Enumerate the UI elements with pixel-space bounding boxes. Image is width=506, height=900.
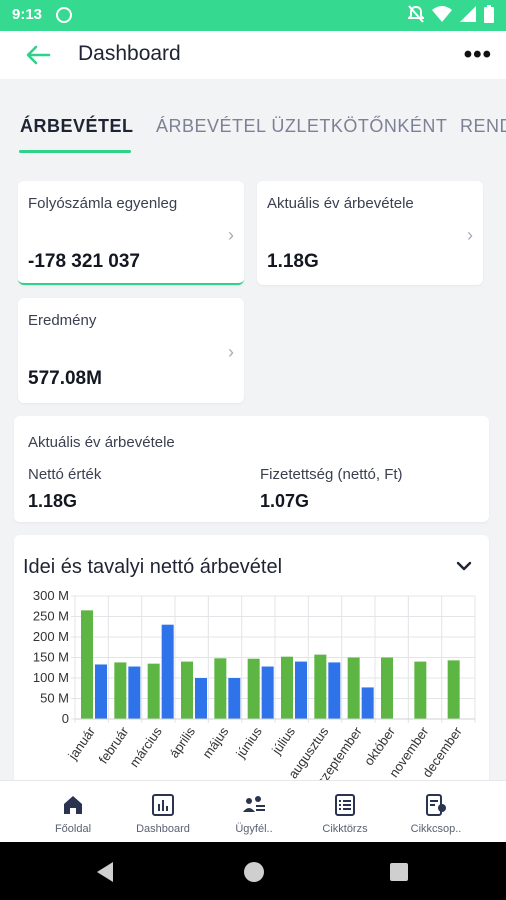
card-eredmeny[interactable]: Eredmény › 577.08M: [18, 298, 244, 403]
status-time: 9:13: [12, 6, 43, 23]
nav-cikkcsoport[interactable]: Cikkcsop..: [388, 781, 484, 843]
bar-tavalyi: [261, 666, 274, 719]
clients-icon: [243, 796, 265, 812]
bar-idei: [81, 610, 93, 719]
list-icon: [335, 794, 355, 816]
x-tick-label: január: [65, 724, 99, 764]
chevron-right-icon: ›: [467, 225, 473, 245]
active-tab-indicator: [19, 150, 131, 153]
status-bar: 9:13: [0, 0, 506, 31]
bar-tavalyi: [228, 678, 241, 719]
bar-idei: [447, 660, 460, 719]
bar-idei: [147, 663, 160, 719]
card-aktualis-ev[interactable]: Aktuális év árbevétele › 1.18G: [257, 181, 483, 285]
chart-card: Idei és tavalyi nettó árbevétel 0 50 M 100…: [14, 535, 489, 785]
paid-label: Fizetettség (nettó, Ft): [260, 466, 403, 483]
bar-idei: [214, 658, 227, 719]
x-tick-label: május: [199, 724, 231, 761]
y-tick-label: 200 M: [33, 629, 69, 644]
app-notification-icon: [56, 7, 72, 23]
nav-label: Cikkcsop..: [410, 823, 462, 835]
bar-tavalyi: [361, 687, 374, 719]
chevron-down-icon[interactable]: [455, 559, 473, 573]
bar-tavalyi: [128, 666, 141, 719]
bar-idei: [414, 661, 427, 719]
tab-rend[interactable]: REND: [460, 116, 506, 136]
nav-label: Cikktörzs: [322, 823, 368, 835]
bar-idei: [281, 656, 293, 719]
nav-label: Főoldal: [54, 823, 92, 835]
recents-icon[interactable]: [389, 862, 409, 882]
bottom-navigation: Főoldal Dashboard Ügyfél.. Cikktörzs Cik…: [0, 780, 506, 842]
nav-label: Ügyfél..: [235, 823, 273, 835]
card-value: -178 321 037: [28, 251, 140, 272]
card-label: Eredmény: [28, 312, 97, 329]
bar-idei: [114, 662, 127, 719]
tab-arbevetel[interactable]: ÁRBEVÉTEL: [20, 116, 134, 136]
bar-chart-icon: [152, 794, 174, 816]
wifi-icon: [432, 6, 452, 22]
y-tick-label: 250 M: [33, 609, 69, 624]
x-tick-label: április: [166, 724, 198, 761]
nav-cikktorzs[interactable]: Cikktörzs: [297, 781, 393, 843]
bar-idei: [381, 657, 393, 719]
status-icons: [408, 5, 494, 23]
chevron-right-icon: ›: [228, 342, 234, 362]
battery-icon: [484, 5, 494, 23]
bar-tavalyi: [161, 624, 174, 719]
bar-idei: [247, 658, 260, 719]
signal-icon: [460, 6, 476, 22]
chart-title: Idei és tavalyi nettó árbevétel: [23, 556, 283, 578]
y-tick-label: 50 M: [40, 691, 69, 706]
nav-dashboard[interactable]: Dashboard: [115, 781, 211, 843]
y-tick-label: 300 M: [33, 588, 69, 603]
card-folyoszamla[interactable]: Folyószámla egyenleg › -178 321 037: [18, 181, 244, 285]
card-label: Folyószámla egyenleg: [28, 195, 178, 212]
nav-fooldal[interactable]: Főoldal: [25, 781, 121, 843]
x-tick-label: július: [268, 724, 298, 758]
app-bar: Dashboard •••: [0, 31, 506, 79]
back-icon[interactable]: [95, 861, 115, 883]
y-tick-label: 150 M: [33, 650, 69, 665]
bar-tavalyi: [328, 662, 341, 719]
summary-card: Aktuális év árbevétele Nettó érték 1.18G…: [14, 416, 489, 522]
home-button-icon[interactable]: [243, 861, 265, 883]
system-navigation-bar: [0, 842, 506, 900]
bar-tavalyi: [195, 678, 207, 719]
nav-ugyfel[interactable]: Ügyfél..: [206, 781, 302, 843]
bar-idei: [347, 657, 360, 719]
chevron-right-icon: ›: [228, 225, 234, 245]
bar-idei: [314, 654, 327, 719]
mute-icon: [408, 5, 424, 23]
y-tick-label: 0: [62, 711, 69, 726]
net-value-label: Nettó érték: [28, 466, 102, 483]
nav-label: Dashboard: [136, 823, 190, 835]
bar-tavalyi: [295, 661, 307, 719]
card-value: 1.18G: [267, 251, 319, 272]
more-options-button[interactable]: •••: [463, 41, 492, 68]
card-label: Aktuális év árbevétele: [267, 195, 414, 212]
summary-title: Aktuális év árbevétele: [28, 434, 175, 451]
home-icon: [64, 796, 82, 814]
paid-value: 1.07G: [260, 491, 310, 511]
bar-tavalyi: [95, 664, 107, 719]
back-arrow-icon[interactable]: [24, 43, 52, 67]
x-tick-label: március: [126, 724, 165, 770]
tab-bar: ÁRBEVÉTEL ÁRBEVÉTEL ÜZLETKÖTŐNKÉNT REND: [0, 79, 506, 155]
net-value: 1.18G: [28, 491, 78, 511]
y-tick-label: 100 M: [33, 670, 69, 685]
page-title: Dashboard: [78, 42, 181, 65]
card-value: 577.08M: [28, 368, 102, 389]
tab-arbevetel-uzletkotonkent[interactable]: ÁRBEVÉTEL ÜZLETKÖTŐNKÉNT: [156, 116, 448, 136]
bar-idei: [181, 661, 193, 719]
category-icon: [426, 794, 446, 816]
x-tick-label: június: [232, 724, 265, 762]
